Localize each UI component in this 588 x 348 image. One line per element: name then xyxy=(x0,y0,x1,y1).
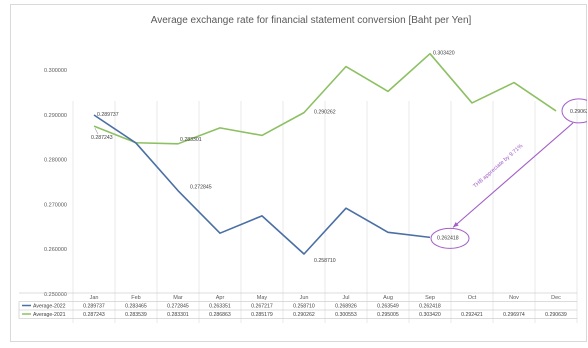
table-cell: 0.296974 xyxy=(503,312,525,318)
y-tick-label: 0.270000 xyxy=(44,202,67,208)
category-label: Feb xyxy=(131,295,140,301)
category-label: Oct xyxy=(468,295,477,301)
table-cell: 0.303420 xyxy=(419,312,441,318)
data-label: 0.29063 xyxy=(570,109,587,115)
data-label: 0.262418 xyxy=(437,235,459,241)
table-cell: 0.290639 xyxy=(545,312,567,318)
table-cell: 0.287243 xyxy=(83,312,105,318)
table-cell: 0.283301 xyxy=(167,312,189,318)
table-cell: 0.258710 xyxy=(293,304,315,310)
table-cell: 0.285179 xyxy=(251,312,273,318)
data-labels: 0.289737 0.287243 0.283301 0.272845 0.258710… xyxy=(91,51,587,264)
table-cell: 0.295005 xyxy=(377,312,399,318)
category-label: Jun xyxy=(300,295,309,301)
y-tick-label: 0.290000 xyxy=(44,113,67,119)
chart-title: Average exchange rate for financial stat… xyxy=(151,15,472,26)
category-label: May xyxy=(257,295,268,301)
table-cell: 0.267217 xyxy=(251,304,273,310)
data-label: 0.303420 xyxy=(433,51,455,57)
exchange-rate-chart: Average exchange rate for financial stat… xyxy=(18,15,587,323)
table-cell: 0.263351 xyxy=(209,304,231,310)
data-label: 0.289737 xyxy=(97,112,119,118)
table-cell: 0.263549 xyxy=(377,304,399,310)
legend-series-name: Average-2022 xyxy=(33,304,66,310)
category-label: Dec xyxy=(551,295,561,301)
table-cell: 0.283465 xyxy=(125,304,147,310)
data-label: 0.287243 xyxy=(91,135,113,141)
legend-series-name: Average-2021 xyxy=(33,312,66,318)
arrow-head xyxy=(453,221,459,228)
table-cell: 0.290262 xyxy=(293,312,315,318)
data-table: Jan Feb Mar Apr May Jun Jul Aug Sep Oct Nov Dec Aver… xyxy=(18,292,577,319)
category-label: Mar xyxy=(173,295,183,301)
annotation-arrow xyxy=(452,122,574,228)
category-label: Nov xyxy=(509,295,519,301)
highlight-circle xyxy=(430,227,470,249)
annotation-text: THB appreciate by 9.71% xyxy=(472,143,524,189)
table-cell: 0.272845 xyxy=(167,304,189,310)
highlight-circle xyxy=(561,98,587,124)
series-lines xyxy=(93,52,557,255)
category-label: Aug xyxy=(383,295,393,301)
y-tick-label: 0.250000 xyxy=(44,292,67,298)
table-cell: 0.300553 xyxy=(335,312,357,318)
category-label: Sep xyxy=(425,295,435,301)
table-cell: 0.268926 xyxy=(335,304,357,310)
series-line xyxy=(93,52,557,145)
table-cell: 0.289737 xyxy=(83,304,105,310)
table-cell: 0.292421 xyxy=(461,312,483,318)
data-label: 0.283301 xyxy=(180,137,202,143)
category-label: Apr xyxy=(216,295,225,301)
data-label: 0.290262 xyxy=(314,110,336,116)
data-label: 0.272845 xyxy=(190,185,212,191)
label-leader-line xyxy=(94,128,99,135)
table-cell: 0.262418 xyxy=(419,304,441,310)
annotation: THB appreciate by 9.71% xyxy=(430,98,587,249)
grid-lines xyxy=(72,101,578,323)
category-label: Jul xyxy=(342,295,349,301)
table-cell: 0.286863 xyxy=(209,312,231,318)
y-tick-label: 0.300000 xyxy=(44,68,67,74)
chart-frame: Average exchange rate for financial stat… xyxy=(10,4,587,342)
data-label: 0.258710 xyxy=(314,258,336,264)
series-line xyxy=(93,114,431,255)
table-cell: 0.283539 xyxy=(125,312,147,318)
y-axis: 0.300000 0.290000 0.280000 0.270000 0.260000… xyxy=(44,68,67,298)
y-tick-label: 0.260000 xyxy=(44,247,67,253)
category-label: Jan xyxy=(90,295,99,301)
y-tick-label: 0.280000 xyxy=(44,158,67,164)
